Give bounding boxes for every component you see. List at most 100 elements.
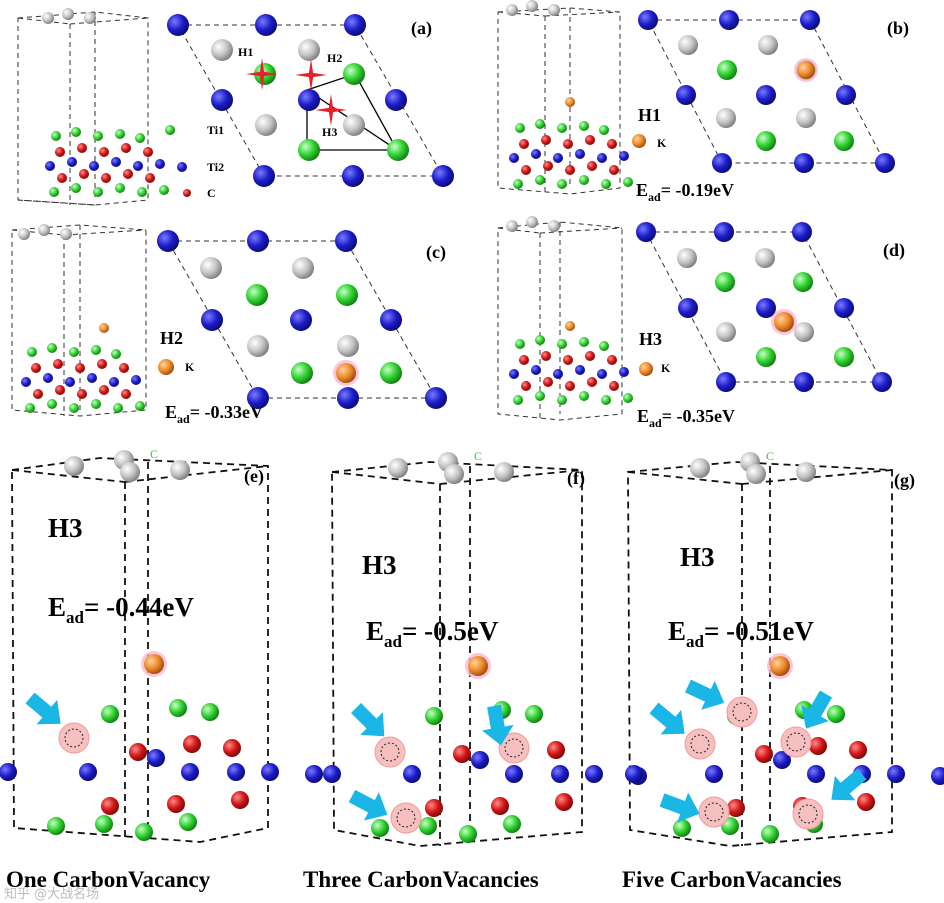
ti1-green-atom [336,284,358,306]
ti2-atom [678,298,698,318]
energy-label-g: Ead= -0.51eV [668,616,814,651]
carbon-atom [123,169,133,179]
ti1-green-atom [101,705,119,723]
ti2-atom [344,14,366,36]
potassium-atom [468,656,488,676]
ti1-green-atom [535,391,545,401]
carbon-atom [849,741,867,759]
carbon-vacancy-marker [374,736,406,768]
ti2-atom [253,165,275,187]
potassium-atom [336,363,356,383]
ti1-green-atom [47,817,65,835]
carbon-atom [609,381,619,391]
ti1-green-atom [515,123,525,133]
ti1-green-atom [513,179,523,189]
ti2-atom [133,161,143,171]
ti1-green-atom [557,179,567,189]
ti2-atom [247,387,269,409]
carbon-atom [857,793,875,811]
ti2-atom [385,89,407,111]
ti2-atom [89,161,99,171]
ti2-atom [794,153,814,173]
ti2-atom [403,765,421,783]
caption-g: Five CarbonVacancies [622,867,842,892]
ti1-atom [796,108,816,128]
ti1-green-atom [69,403,79,413]
ti2-atom [619,367,629,377]
ti1-green-atom [425,707,443,725]
vacancy-dashed-ring [798,804,818,824]
top-view-cell-b [647,19,886,164]
carbon-atom [521,381,531,391]
ti1-atom [120,462,140,482]
ti1-green-atom [291,362,313,384]
panel-tag-c: (c) [426,242,446,263]
caption-f: Three CarbonVacancies [303,867,539,892]
ti2-atom [335,230,357,252]
ti2-atom [201,309,223,331]
carbon-atom [541,135,551,145]
panel-tag-f: (f) [567,468,585,489]
ti1-atom [494,462,514,482]
carbon-vacancy-marker [58,722,90,754]
carbon-vacancy-marker [498,732,530,764]
ti1-green-atom [115,129,125,139]
ti1-green-atom [715,272,735,292]
vacancy-arrow-icon [351,703,385,737]
carbon-atom [727,799,745,817]
caption-e: One CarbonVacancy [6,867,211,892]
ti1-green-atom [515,339,525,349]
ti2-atom [585,765,603,783]
ti1-green-atom [51,131,61,141]
site-triangle [306,73,399,151]
ti2-atom [794,372,814,392]
potassium-atom [158,359,174,375]
energy-label-b: Ead= -0.19eV [636,180,734,204]
ti1-green-atom [137,187,147,197]
potassium-atom [632,134,646,148]
ti1-green-atom [513,395,523,405]
carbon-atom [425,799,443,817]
ti1-green-atom [111,349,121,359]
ti2-atom [676,85,696,105]
carbon-atom [57,173,67,183]
ti1-green-atom [525,705,543,723]
ti1-atom [60,228,72,240]
ti1-green-atom [343,63,365,85]
vacancy-dashed-ring [504,738,524,758]
ti1-atom [292,257,314,279]
ti2-atom [575,365,585,375]
ti2-atom [553,153,563,163]
ti1-green-atom [69,347,79,357]
carbon-atom [55,147,65,157]
ti1-green-atom [49,187,59,197]
ti1-green-atom [179,813,197,831]
carbon-atom [101,173,111,183]
energy-label-e: Ead= -0.44eV [48,592,194,627]
carbon-vacancy-marker [792,798,824,830]
legend-label-ti1: Ti1 [207,123,224,137]
ti2-atom [131,375,141,385]
carbon-atom [555,793,573,811]
ti1-green-atom [95,815,113,833]
watermark: 知乎 @大战名场 [4,886,99,902]
ti1-green-atom [535,175,545,185]
carbon-atom [543,377,553,387]
panel-tag-a: (a) [411,18,432,39]
site-label-h3: H3 [322,125,337,139]
ti2-atom [636,222,656,242]
ti1-green-atom [246,284,268,306]
carbon-atom [119,363,129,373]
carbon-atom [223,739,241,757]
carbon-atom [121,389,131,399]
site-label-e: H3 [48,513,83,543]
ti2-atom [505,765,523,783]
ti1-green-atom [601,179,611,189]
vacancy-arrow-icon [831,768,867,801]
ti2-atom [509,153,519,163]
ti1-atom [678,35,698,55]
ti2-atom [712,153,732,173]
ti1-green-atom [601,395,611,405]
ti1-green-atom [793,272,813,292]
ti1-green-atom [91,399,101,409]
